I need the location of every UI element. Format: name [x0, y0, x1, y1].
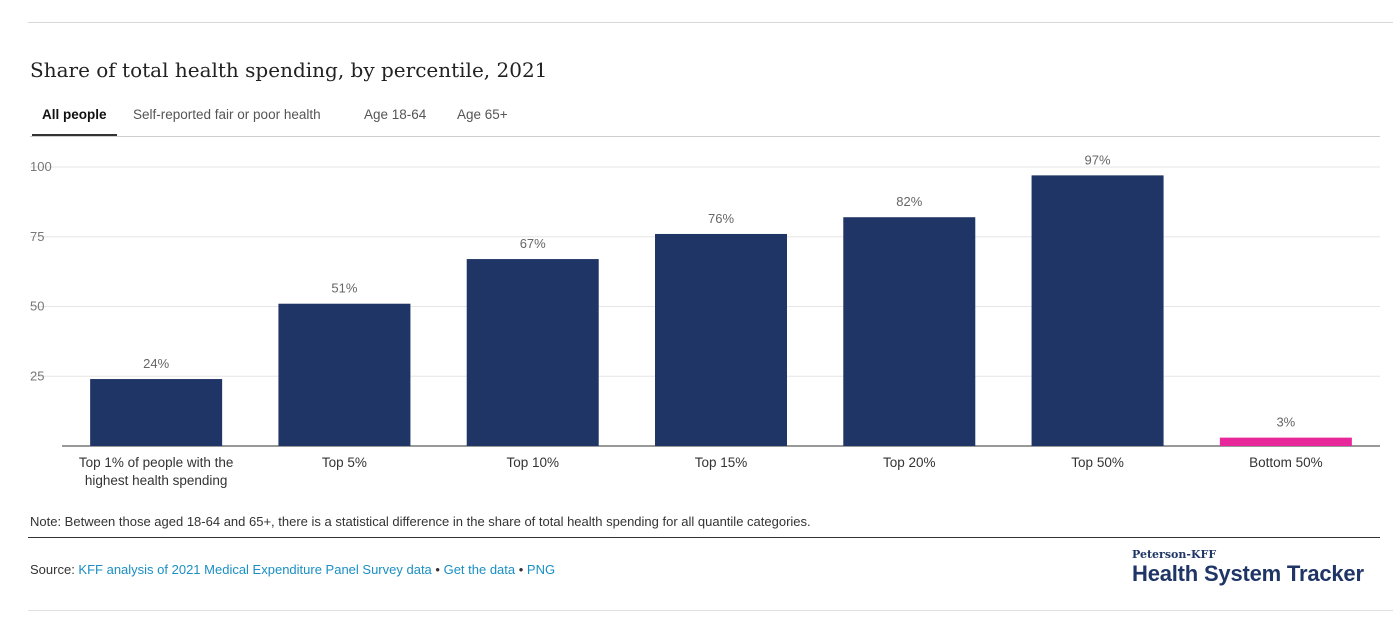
bar-chart: 25 50 75 100 24% Top 1% of people with the hig… [30, 152, 1380, 488]
data-label-5: 97% [1085, 152, 1111, 167]
data-label-2: 67% [520, 236, 546, 251]
bar-4 [843, 217, 976, 446]
source-prefix: Source: [30, 562, 79, 577]
logo-small-text: Peterson-KFF [1132, 548, 1217, 561]
x-tick-label-3: Top 15% [695, 455, 748, 470]
data-label-3: 76% [708, 211, 734, 226]
tab-bar: All people Self-reported fair or poor he… [30, 96, 1380, 137]
source-line: Source: KFF analysis of 2021 Medical Exp… [30, 562, 555, 577]
bar-5 [1031, 175, 1164, 446]
bar-0 [90, 379, 223, 446]
data-label-0: 24% [143, 356, 169, 371]
bar-1 [278, 303, 411, 446]
top-divider [28, 22, 1393, 23]
tab-age-65-plus[interactable]: Age 65+ [457, 107, 508, 122]
y-tick-label-50: 50 [30, 299, 44, 314]
source-separator-2: • [515, 562, 527, 577]
y-tick-label-100: 100 [30, 159, 52, 174]
source-separator-1: • [431, 562, 444, 577]
tab-all-people[interactable]: All people [32, 96, 117, 136]
data-label-4: 82% [896, 194, 922, 209]
bar-2 [466, 259, 599, 446]
data-label-6: 3% [1276, 415, 1295, 430]
y-tick-label-25: 25 [30, 368, 44, 383]
source-link-meps[interactable]: KFF analysis of 2021 Medical Expenditure… [78, 562, 432, 577]
data-label-1: 51% [331, 281, 357, 296]
png-download-link[interactable]: PNG [526, 562, 556, 577]
x-tick-label-4: Top 20% [883, 455, 936, 470]
x-tick-label-1: Top 5% [322, 455, 367, 470]
tab-age-18-64[interactable]: Age 18-64 [364, 107, 427, 122]
tab-fair-poor-health[interactable]: Self-reported fair or poor health [133, 107, 321, 122]
chart-note: Note: Between those aged 18-64 and 65+, … [30, 514, 811, 529]
bottom-divider [28, 610, 1393, 611]
bar-3 [655, 233, 787, 446]
y-tick-label-75: 75 [30, 229, 44, 244]
bar-6 [1219, 437, 1352, 446]
x-tick-label-6: Bottom 50% [1249, 455, 1323, 470]
tracker-logo: Peterson-KFF Health System Tracker [1132, 548, 1382, 587]
logo-big-text: Health System Tracker [1132, 561, 1364, 586]
x-tick-label-5: Top 50% [1071, 455, 1124, 470]
get-data-link[interactable]: Get the data [443, 562, 516, 577]
note-divider [28, 537, 1380, 538]
x-tick-label-0: Top 1% of people with the highest health … [79, 455, 234, 488]
chart-title: Share of total health spending, by perce… [30, 58, 548, 82]
x-tick-label-2: Top 10% [506, 455, 559, 470]
